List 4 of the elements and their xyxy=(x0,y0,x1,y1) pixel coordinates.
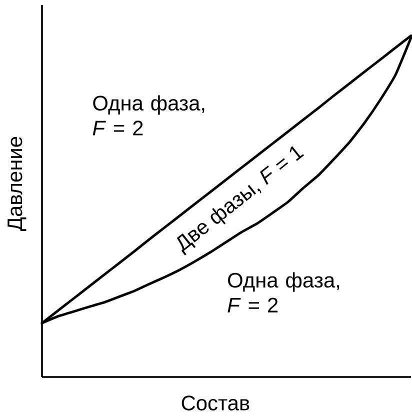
x-axis-title: Состав xyxy=(182,396,250,410)
annotation: Одна фаза, F = 2 xyxy=(92,95,204,136)
y-axis-title: Давление xyxy=(8,136,26,231)
annotation: Одна фаза, F = 2 xyxy=(228,272,340,312)
